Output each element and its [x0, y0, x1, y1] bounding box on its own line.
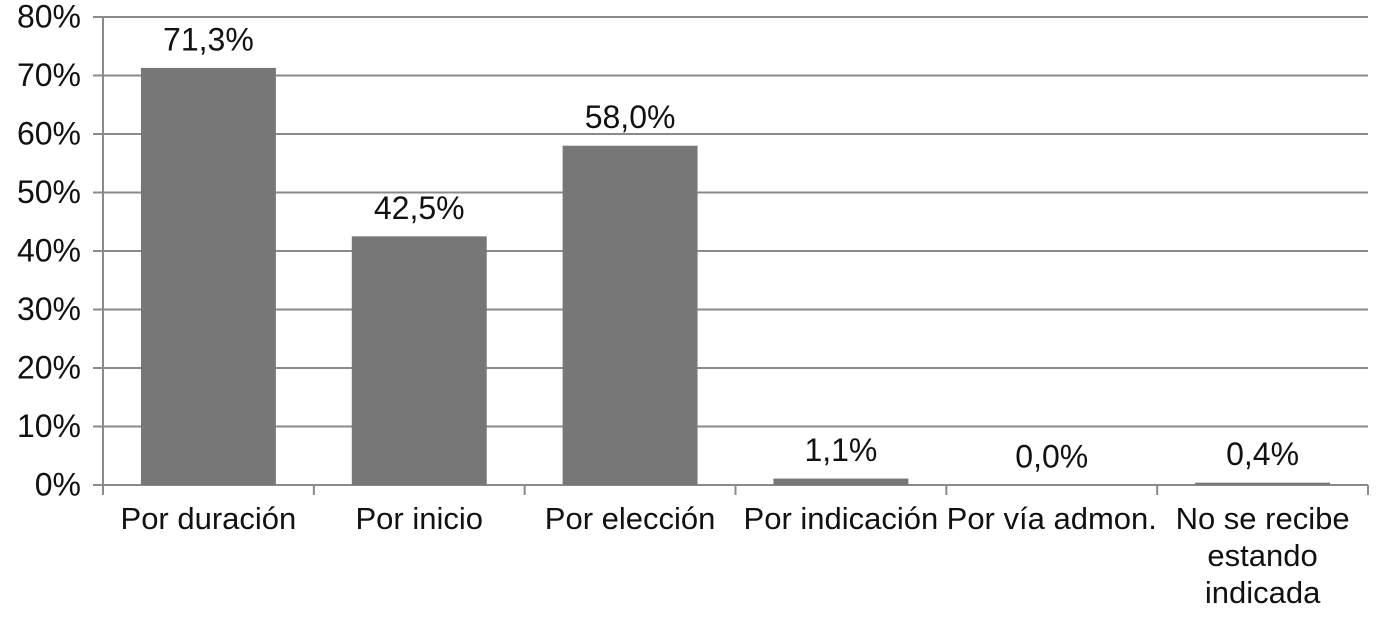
y-tick-label: 40%: [17, 232, 81, 268]
y-tick-label: 60%: [17, 115, 81, 151]
bar: [351, 236, 487, 485]
value-label: 0,4%: [1226, 436, 1299, 472]
x-tick-label: Por elección: [544, 501, 716, 536]
bar: [773, 478, 909, 485]
y-tick-label: 80%: [17, 0, 81, 34]
y-tick-label: 20%: [17, 349, 81, 385]
value-label: 0,0%: [1015, 438, 1088, 474]
y-tick-label: 30%: [17, 291, 81, 327]
y-tick-label: 0%: [35, 466, 81, 502]
value-label: 58,0%: [585, 99, 676, 135]
x-tick-label: Por indicación: [743, 501, 939, 536]
x-tick-label: Por duración: [120, 501, 297, 536]
bar: [1195, 482, 1331, 485]
x-tick-label: No se recibe estando indicada: [1175, 501, 1350, 610]
y-tick-label: 10%: [17, 408, 81, 444]
y-tick-label: 70%: [17, 57, 81, 93]
bar: [140, 67, 276, 486]
y-tick-label: 50%: [17, 174, 81, 210]
x-tick-label: Por inicio: [355, 501, 484, 536]
x-tick-label: Por vía admon.: [946, 501, 1157, 536]
value-label: 1,1%: [804, 432, 877, 468]
value-label: 71,3%: [163, 21, 254, 57]
value-label: 42,5%: [374, 190, 465, 226]
bar: [562, 145, 698, 485]
